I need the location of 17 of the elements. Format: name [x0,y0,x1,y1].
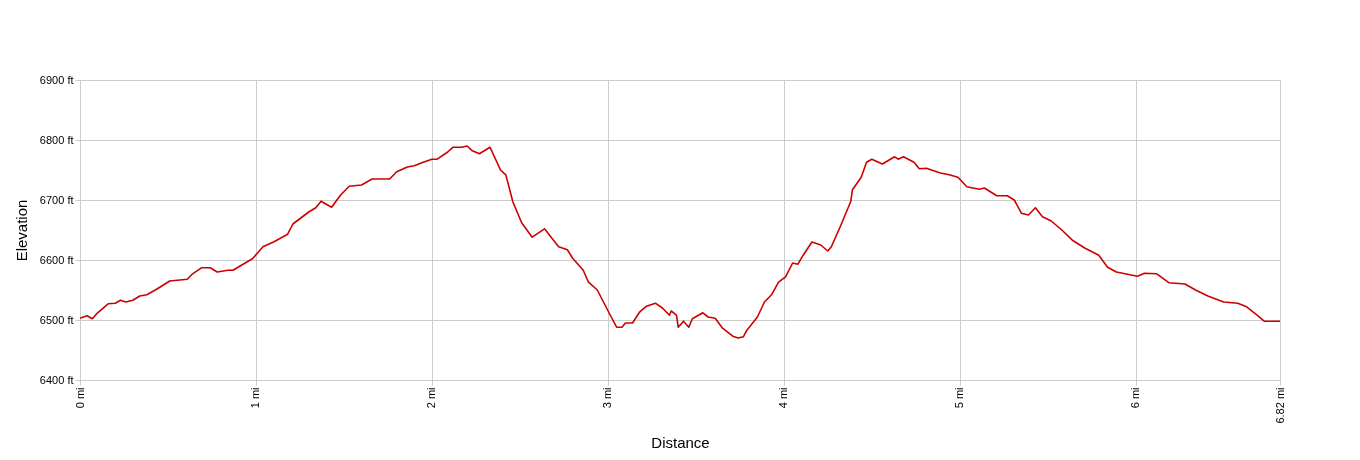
y-tick-label: 6600 ft [39,253,74,266]
x-tick-label: 5 mi [953,387,966,409]
x-tick-label: 6 mi [1129,387,1142,409]
x-axis-title: Distance [651,433,710,451]
x-tick-label: 6.82 mi [1273,387,1286,424]
x-tick-label: 0 mi [73,387,86,409]
y-tick-label: 6900 ft [39,73,74,86]
y-axis-title: Elevation [12,199,30,262]
x-tick-label: 2 mi [425,387,438,409]
x-tick-label: 3 mi [601,387,614,409]
y-tick-label: 6500 ft [39,313,74,326]
line-series [79,145,1281,339]
x-tick-label: 4 mi [777,387,790,409]
y-tick-label: 6700 ft [39,193,74,206]
x-tick-label: 1 mi [249,387,262,409]
y-tick-label: 6800 ft [39,133,74,146]
y-tick-label: 6400 ft [39,373,74,386]
